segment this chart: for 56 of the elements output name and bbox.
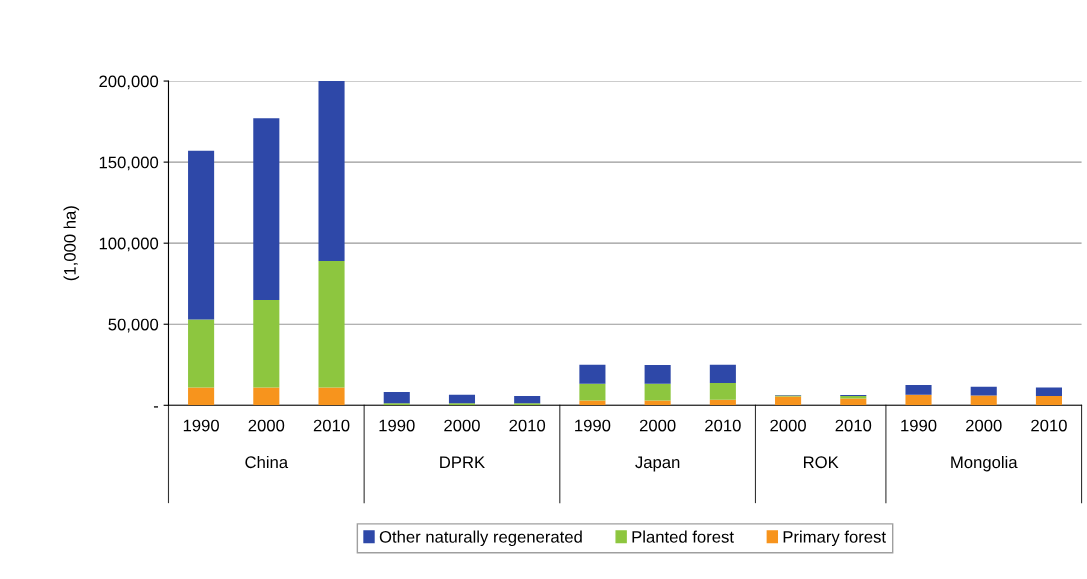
text: Mongolia (951, 455, 1018, 472)
x-tick-label: 2010 (313, 419, 350, 432)
text: China (245, 455, 289, 469)
x-tick-label: 1990 (379, 419, 415, 432)
y-tick-label: 100,000 (99, 237, 159, 252)
bar (905, 385, 932, 395)
x-tick-label: 1990 (575, 419, 611, 432)
bar (318, 81, 345, 262)
x-tick-label: 2010 (1031, 419, 1067, 432)
x-tick-label: 1990 (183, 419, 219, 432)
bar (775, 396, 802, 406)
x-tick-label: 2010 (705, 419, 741, 432)
bar (579, 383, 606, 401)
y-tick-label: 200,000 (99, 75, 159, 90)
bar (188, 150, 215, 320)
y-axis-title: (1,000 ha) (63, 206, 80, 281)
bar (253, 387, 280, 406)
text: Japan (635, 456, 680, 472)
bar (905, 394, 932, 406)
bar (840, 398, 867, 406)
bar (970, 395, 997, 406)
bar (318, 261, 345, 388)
y-tick-label: - (153, 406, 159, 408)
x-tick-label: 2000 (248, 419, 285, 432)
bar (448, 394, 476, 404)
y-tick-label: 50,000 (108, 318, 159, 333)
bar (644, 400, 671, 406)
bar (253, 299, 280, 388)
bar (579, 400, 606, 406)
bar (644, 365, 671, 384)
legend-label: Planted forest (632, 530, 734, 543)
bar (579, 364, 606, 384)
x-tick-label: 2010 (509, 419, 546, 432)
legend-label: Primary forest (783, 530, 886, 547)
bar (253, 118, 280, 300)
text: DPRK (440, 456, 485, 468)
bar (644, 383, 671, 401)
text: ROK (803, 456, 839, 469)
x-tick-label: 2000 (444, 419, 480, 432)
y-tick-label: 150,000 (99, 156, 159, 171)
bar (970, 386, 997, 396)
legend-label: Other naturally regenerated (379, 530, 582, 547)
x-tick-label: 2010 (835, 419, 872, 432)
bar (188, 319, 215, 388)
x-tick-label: 2000 (966, 419, 1002, 432)
bar (188, 387, 215, 406)
bar (1035, 387, 1062, 396)
bar (1035, 395, 1062, 406)
bar (709, 364, 736, 383)
bar (383, 392, 410, 404)
x-tick-label: 1990 (901, 419, 937, 432)
bar (318, 387, 345, 406)
bar (514, 396, 541, 404)
bar (709, 382, 736, 400)
x-tick-label: 2000 (639, 419, 676, 432)
x-tick-label: 2000 (770, 419, 806, 432)
